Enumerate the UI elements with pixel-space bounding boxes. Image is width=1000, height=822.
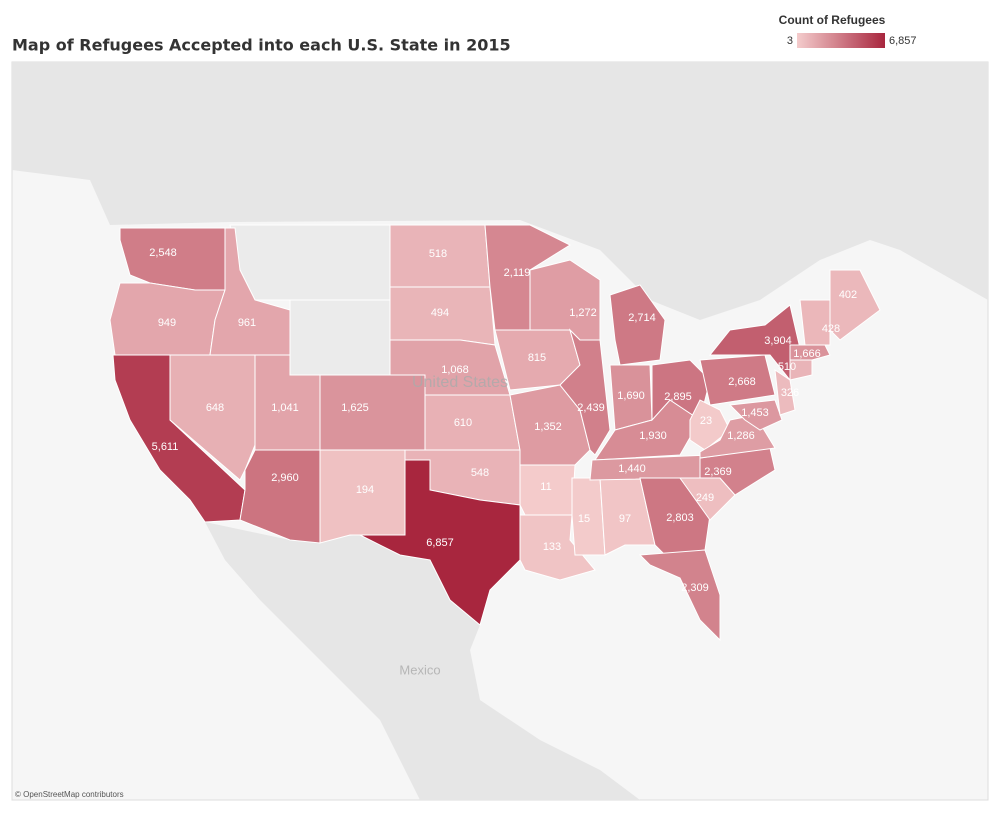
state-label: 326 [781, 387, 799, 399]
state-label: 648 [206, 402, 224, 414]
state-label: 5,611 [152, 441, 179, 453]
state-label: 1,453 [741, 407, 769, 419]
legend-title: Count of Refugees [779, 13, 886, 27]
state-label: 1,272 [569, 307, 597, 319]
state-label: 2,895 [664, 391, 692, 403]
state-label: 1,068 [441, 364, 469, 376]
state-label: 133 [543, 541, 561, 553]
state [209, 227, 291, 356]
state [319, 374, 426, 451]
state-label: 15 [578, 513, 590, 525]
legend-bar [797, 33, 885, 48]
legend-tick-label: 3 [787, 35, 793, 47]
state-label: 2,960 [271, 472, 299, 484]
state [359, 459, 521, 626]
state-no-data [229, 224, 391, 301]
state-label: 1,930 [639, 430, 667, 442]
state [609, 284, 666, 366]
state-label: 961 [238, 317, 256, 329]
state-label: 815 [528, 352, 546, 364]
state-label: 2,439 [577, 402, 605, 414]
state-label: 2,309 [681, 582, 709, 594]
state [799, 299, 831, 346]
state [559, 328, 611, 456]
canada-land [12, 62, 988, 320]
state-label: 610 [454, 417, 472, 429]
state-label: 2,668 [728, 376, 756, 388]
states-layer: 2,548 949 5,611 648 961 1,041 2,960 1,625 194 518… [109, 224, 881, 642]
state [519, 514, 596, 581]
map-title: Map of Refugees Accepted into each U.S. … [12, 36, 511, 55]
state-label: 1,440 [618, 463, 646, 475]
state-label: 2,119 [504, 267, 531, 279]
state-label: 428 [822, 323, 840, 335]
state-label: 194 [356, 484, 374, 496]
place-label: United States [412, 374, 508, 391]
state-label: 1,041 [271, 402, 299, 414]
state [424, 394, 521, 451]
state [699, 354, 776, 406]
state-label: 97 [619, 513, 631, 525]
state-label: 23 [700, 415, 712, 427]
state-label: 1,625 [341, 402, 369, 414]
state [319, 449, 406, 544]
state-label: 2,548 [149, 247, 177, 259]
attribution: © OpenStreetMap contributors [15, 790, 124, 799]
state-label: 249 [696, 492, 714, 504]
state-label: 11 [540, 481, 551, 493]
state-label: 6,857 [426, 537, 454, 549]
state-label: 1,286 [727, 430, 755, 442]
state-label: 3,904 [764, 335, 792, 347]
state-label: 2,369 [704, 466, 732, 478]
state-label: 494 [431, 307, 449, 319]
state [829, 269, 881, 341]
mexico-land [205, 522, 640, 800]
state-label: 1,666 [793, 348, 821, 360]
state-label: 949 [158, 317, 176, 329]
state-label: 2,714 [628, 312, 656, 324]
legend-tick-label: 6,857 [889, 35, 917, 47]
state [638, 549, 721, 642]
state-label: 1,690 [617, 390, 645, 402]
state-label: 548 [471, 467, 489, 479]
state [708, 304, 806, 381]
state-no-data [289, 299, 391, 376]
state-label: 2,803 [666, 512, 694, 524]
state [774, 368, 796, 416]
state-label: 402 [839, 289, 857, 301]
state-label: 510 [778, 361, 796, 373]
place-label: Mexico [399, 662, 440, 677]
state [728, 399, 783, 431]
state-label: 1,352 [534, 421, 562, 433]
state-label: 518 [429, 248, 447, 260]
